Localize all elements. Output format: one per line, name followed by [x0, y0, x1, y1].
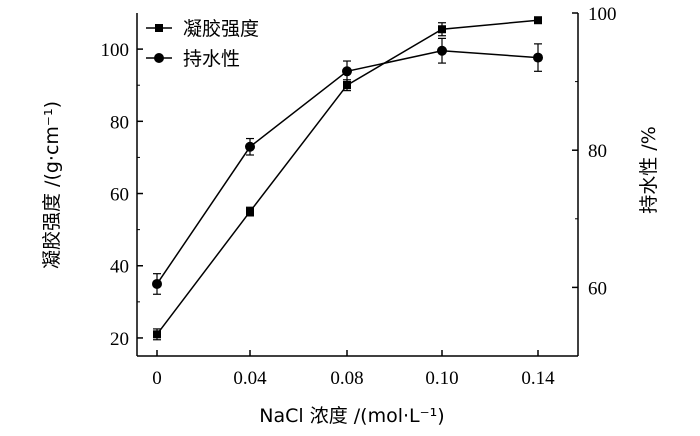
y-tick-label-left: 20 — [110, 329, 129, 350]
x-tick-label: 0.08 — [330, 368, 363, 389]
x-axis-label: NaCl 浓度 /(mol·L⁻¹) — [259, 405, 444, 427]
data-point-square — [153, 330, 161, 339]
legend-marker-circle — [154, 53, 164, 63]
legend-item-water-holding: 持水性 — [146, 48, 240, 70]
legend-label-water-holding: 持水性 — [183, 48, 240, 70]
series-water-holding — [152, 37, 543, 295]
data-point-circle — [152, 278, 162, 289]
legend-item-gel-strength: 凝胶强度 — [146, 18, 259, 40]
series-layer — [152, 16, 543, 341]
series-gel-strength — [153, 16, 542, 341]
x-tick-label: 0.10 — [425, 368, 458, 389]
x-ticks: 0 0.04 0.08 0.10 0.14 — [152, 350, 555, 389]
data-point-circle — [533, 52, 543, 63]
y-ticks-left: 20 40 60 80 100 — [101, 40, 143, 350]
data-point-square — [534, 16, 542, 25]
x-tick-label: 0.04 — [233, 368, 267, 389]
legend-label-gel-strength: 凝胶强度 — [183, 18, 259, 40]
y-tick-label-right: 80 — [588, 141, 607, 162]
data-point-circle — [437, 45, 447, 56]
y-axis-label-left: 凝胶强度 /(g·cm⁻¹) — [41, 101, 63, 269]
x-tick-label: 0 — [152, 368, 162, 389]
y-tick-label-right: 60 — [588, 278, 607, 299]
data-point-square — [343, 81, 351, 90]
data-point-square — [246, 207, 254, 216]
y-ticks-right: 60 80 100 — [572, 4, 617, 299]
y-tick-label-left: 40 — [110, 257, 129, 278]
legend: 凝胶强度 持水性 — [146, 18, 259, 70]
data-point-circle — [245, 141, 255, 152]
y-tick-label-left: 80 — [110, 112, 129, 133]
axes — [136, 13, 579, 357]
y-axis-label-right: 持水性 /% — [638, 126, 660, 214]
y-tick-label-left: 100 — [101, 40, 130, 61]
x-tick-label: 0.14 — [521, 368, 555, 389]
data-point-circle — [342, 66, 352, 77]
data-point-square — [438, 25, 446, 34]
y-tick-label-right: 100 — [588, 4, 617, 25]
y-tick-label-left: 60 — [110, 185, 129, 206]
legend-marker-square — [155, 24, 163, 32]
